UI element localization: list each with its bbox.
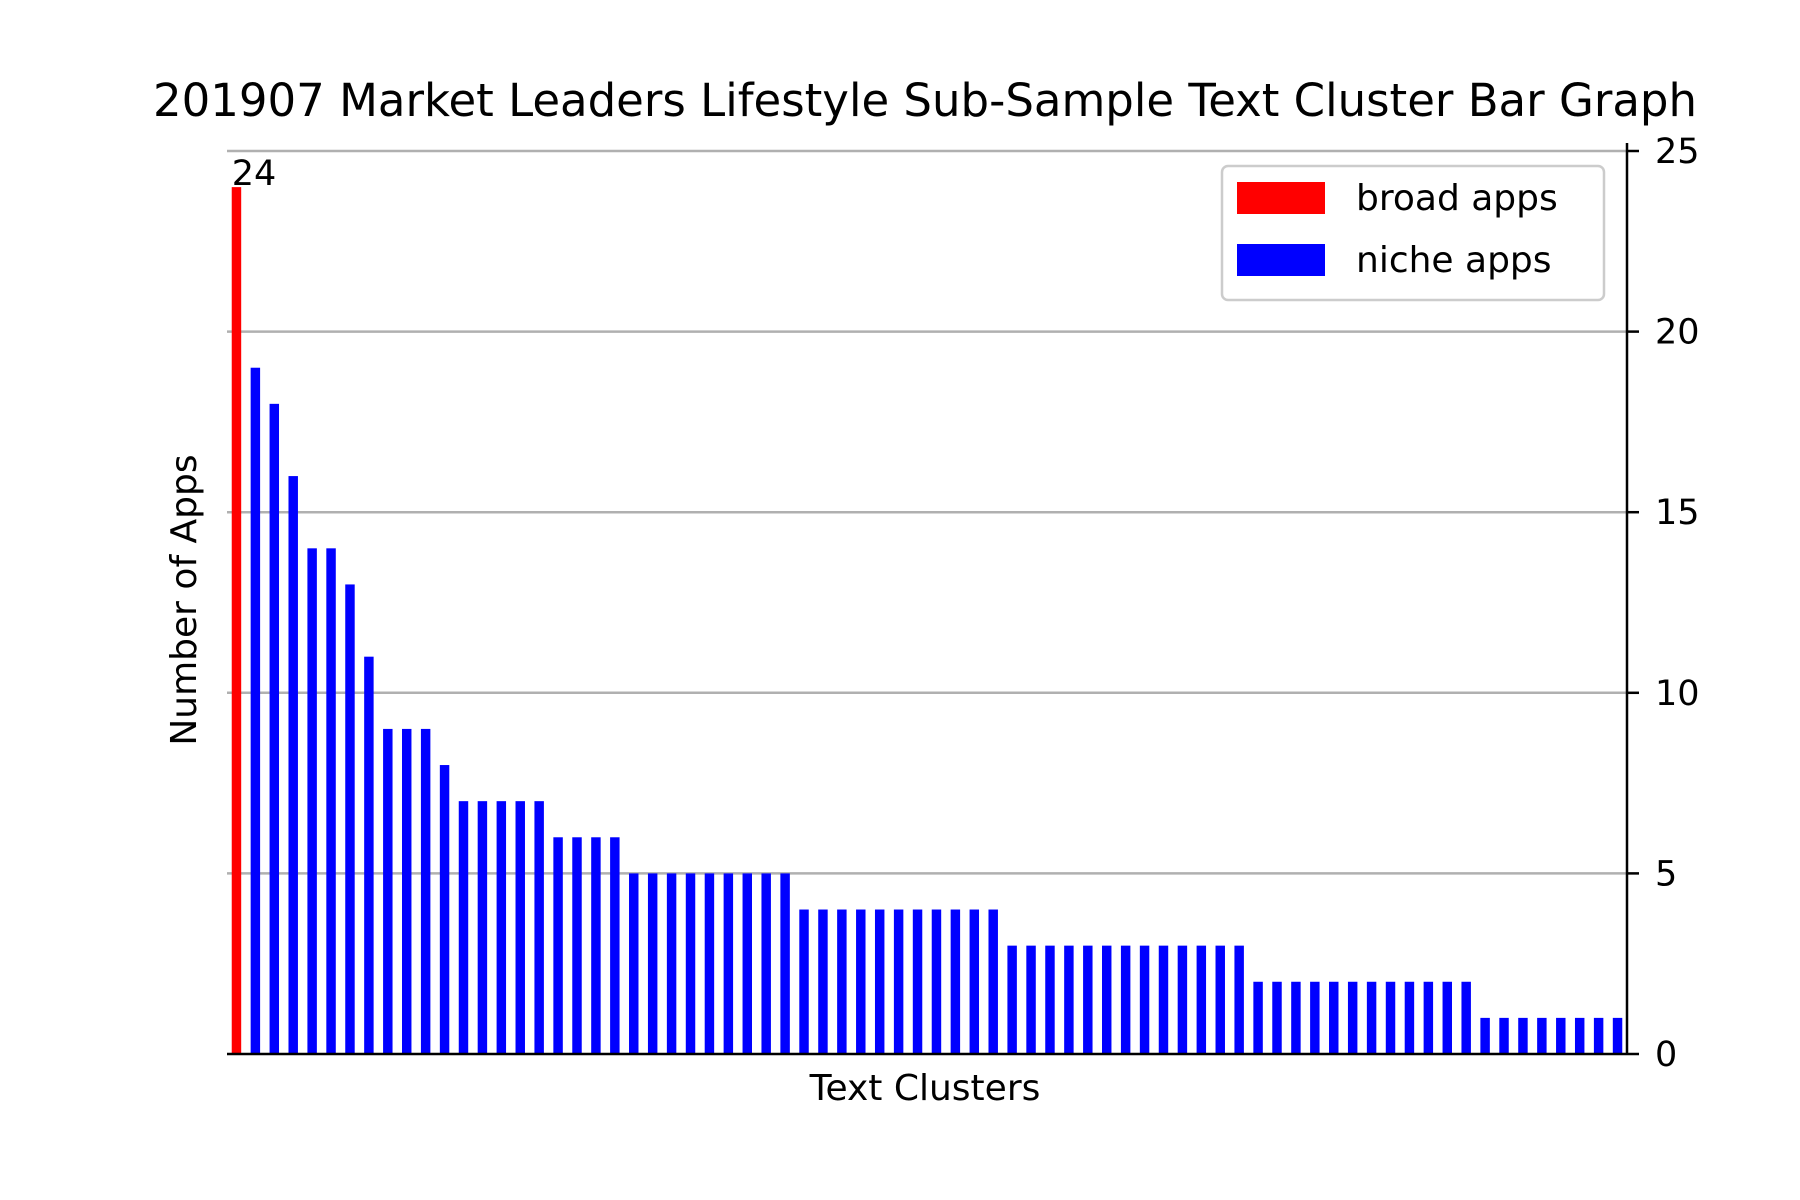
bar-niche-12 [458, 801, 469, 1054]
bar-niche-4 [307, 548, 317, 1054]
y-tick-label-20: 20 [1655, 313, 1700, 353]
bar-niche-15 [515, 801, 525, 1054]
bar-niche-59 [1347, 981, 1358, 1054]
bar-niche-60 [1366, 981, 1377, 1054]
bar-niche-49 [1158, 945, 1169, 1054]
y-tick-label-25: 25 [1655, 132, 1700, 172]
bar-niche-42 [1026, 945, 1036, 1054]
y-tick-label-15: 15 [1655, 493, 1700, 533]
bar-niche-70 [1556, 1017, 1566, 1054]
x-axis-label: Text Clusters [809, 1068, 1041, 1109]
y-tick-label-0: 0 [1655, 1035, 1677, 1075]
bar-niche-71 [1574, 1017, 1585, 1054]
bar-niche-7 [364, 656, 374, 1054]
bar-niche-46 [1102, 945, 1112, 1054]
bar-niche-68 [1518, 1017, 1528, 1054]
bar-niche-18 [572, 837, 582, 1054]
bars [231, 187, 1623, 1055]
bar-niche-35 [893, 909, 904, 1054]
legend-swatch-broad [1237, 182, 1325, 214]
bar-niche-56 [1291, 981, 1301, 1054]
bar-niche-65 [1461, 981, 1471, 1054]
legend-swatch-niche [1237, 244, 1325, 276]
bar-niche-20 [610, 837, 620, 1054]
bar-niche-26 [723, 873, 734, 1054]
bar-niche-64 [1442, 981, 1452, 1054]
bar-niche-47 [1120, 945, 1131, 1054]
bar-niche-40 [988, 909, 998, 1054]
bar-niche-37 [931, 909, 942, 1054]
bar-niche-53 [1234, 945, 1244, 1054]
bar-niche-61 [1385, 981, 1396, 1054]
bar-niche-62 [1404, 981, 1415, 1054]
bar-niche-48 [1139, 945, 1150, 1054]
bar-niche-6 [345, 584, 355, 1054]
bar-niche-17 [553, 837, 563, 1054]
bar-niche-11 [439, 765, 450, 1054]
bar-niche-41 [1007, 945, 1017, 1054]
bar-niche-30 [799, 909, 809, 1054]
bar-niche-14 [496, 801, 507, 1054]
axes [227, 143, 1629, 1056]
data-labels: 24 [232, 154, 277, 194]
bar-niche-69 [1537, 1017, 1547, 1054]
bar-niche-43 [1045, 945, 1055, 1054]
bar-niche-23 [666, 873, 677, 1054]
bar-niche-44 [1064, 945, 1074, 1054]
bar-niche-21 [629, 873, 639, 1054]
bar-niche-28 [761, 873, 771, 1054]
bar-niche-55 [1272, 981, 1282, 1054]
bar-niche-32 [837, 909, 847, 1054]
y-tick-label-5: 5 [1655, 854, 1677, 894]
bar-niche-39 [969, 909, 980, 1054]
bar-niche-38 [950, 909, 961, 1054]
bar-niche-51 [1196, 945, 1207, 1054]
chart-title: 201907 Market Leaders Lifestyle Sub-Samp… [153, 74, 1697, 127]
bar-niche-27 [742, 873, 752, 1054]
bar-niche-9 [402, 728, 412, 1054]
bar-niche-45 [1083, 945, 1093, 1054]
legend-label-niche: niche apps [1356, 240, 1552, 281]
grid-lines [227, 149, 1627, 875]
bar-niche-34 [874, 909, 885, 1054]
bar-niche-8 [383, 728, 393, 1054]
bar-niche-73 [1612, 1017, 1623, 1054]
bar-niche-19 [591, 837, 601, 1054]
bar-niche-63 [1423, 981, 1434, 1054]
bar-niche-22 [647, 873, 658, 1054]
bar-niche-57 [1310, 981, 1320, 1054]
legend-label-broad: broad apps [1356, 178, 1558, 219]
legend: broad apps niche apps [1220, 164, 1606, 302]
bar-niche-66 [1480, 1017, 1490, 1054]
y-axis-label: Number of Apps [164, 454, 205, 745]
bar-niche-67 [1499, 1017, 1509, 1054]
data-label-1: 24 [232, 154, 277, 194]
bar-niche-52 [1215, 945, 1225, 1054]
bar-niche-24 [685, 873, 696, 1054]
bar-niche-50 [1177, 945, 1188, 1054]
bar-niche-29 [780, 873, 790, 1054]
bar-niche-31 [818, 909, 828, 1054]
y-axis-ticks: 0 5 10 15 20 25 [1627, 132, 1700, 1075]
bar-niche-1 [250, 367, 261, 1055]
bar-niche-25 [704, 873, 715, 1054]
bar-niche-58 [1329, 981, 1339, 1054]
bar-niche-36 [912, 909, 923, 1054]
bar-niche-54 [1253, 981, 1263, 1054]
bar-niche-5 [326, 548, 336, 1054]
bar-niche-3 [288, 476, 298, 1055]
bar-broad-1 [231, 187, 242, 1054]
bar-niche-10 [420, 728, 431, 1054]
bar-niche-2 [269, 403, 280, 1055]
bar-niche-16 [534, 801, 544, 1054]
bar-niche-72 [1593, 1017, 1604, 1054]
y-tick-label-10: 10 [1655, 674, 1700, 714]
bar-niche-33 [856, 909, 866, 1054]
bar-niche-13 [477, 801, 488, 1054]
